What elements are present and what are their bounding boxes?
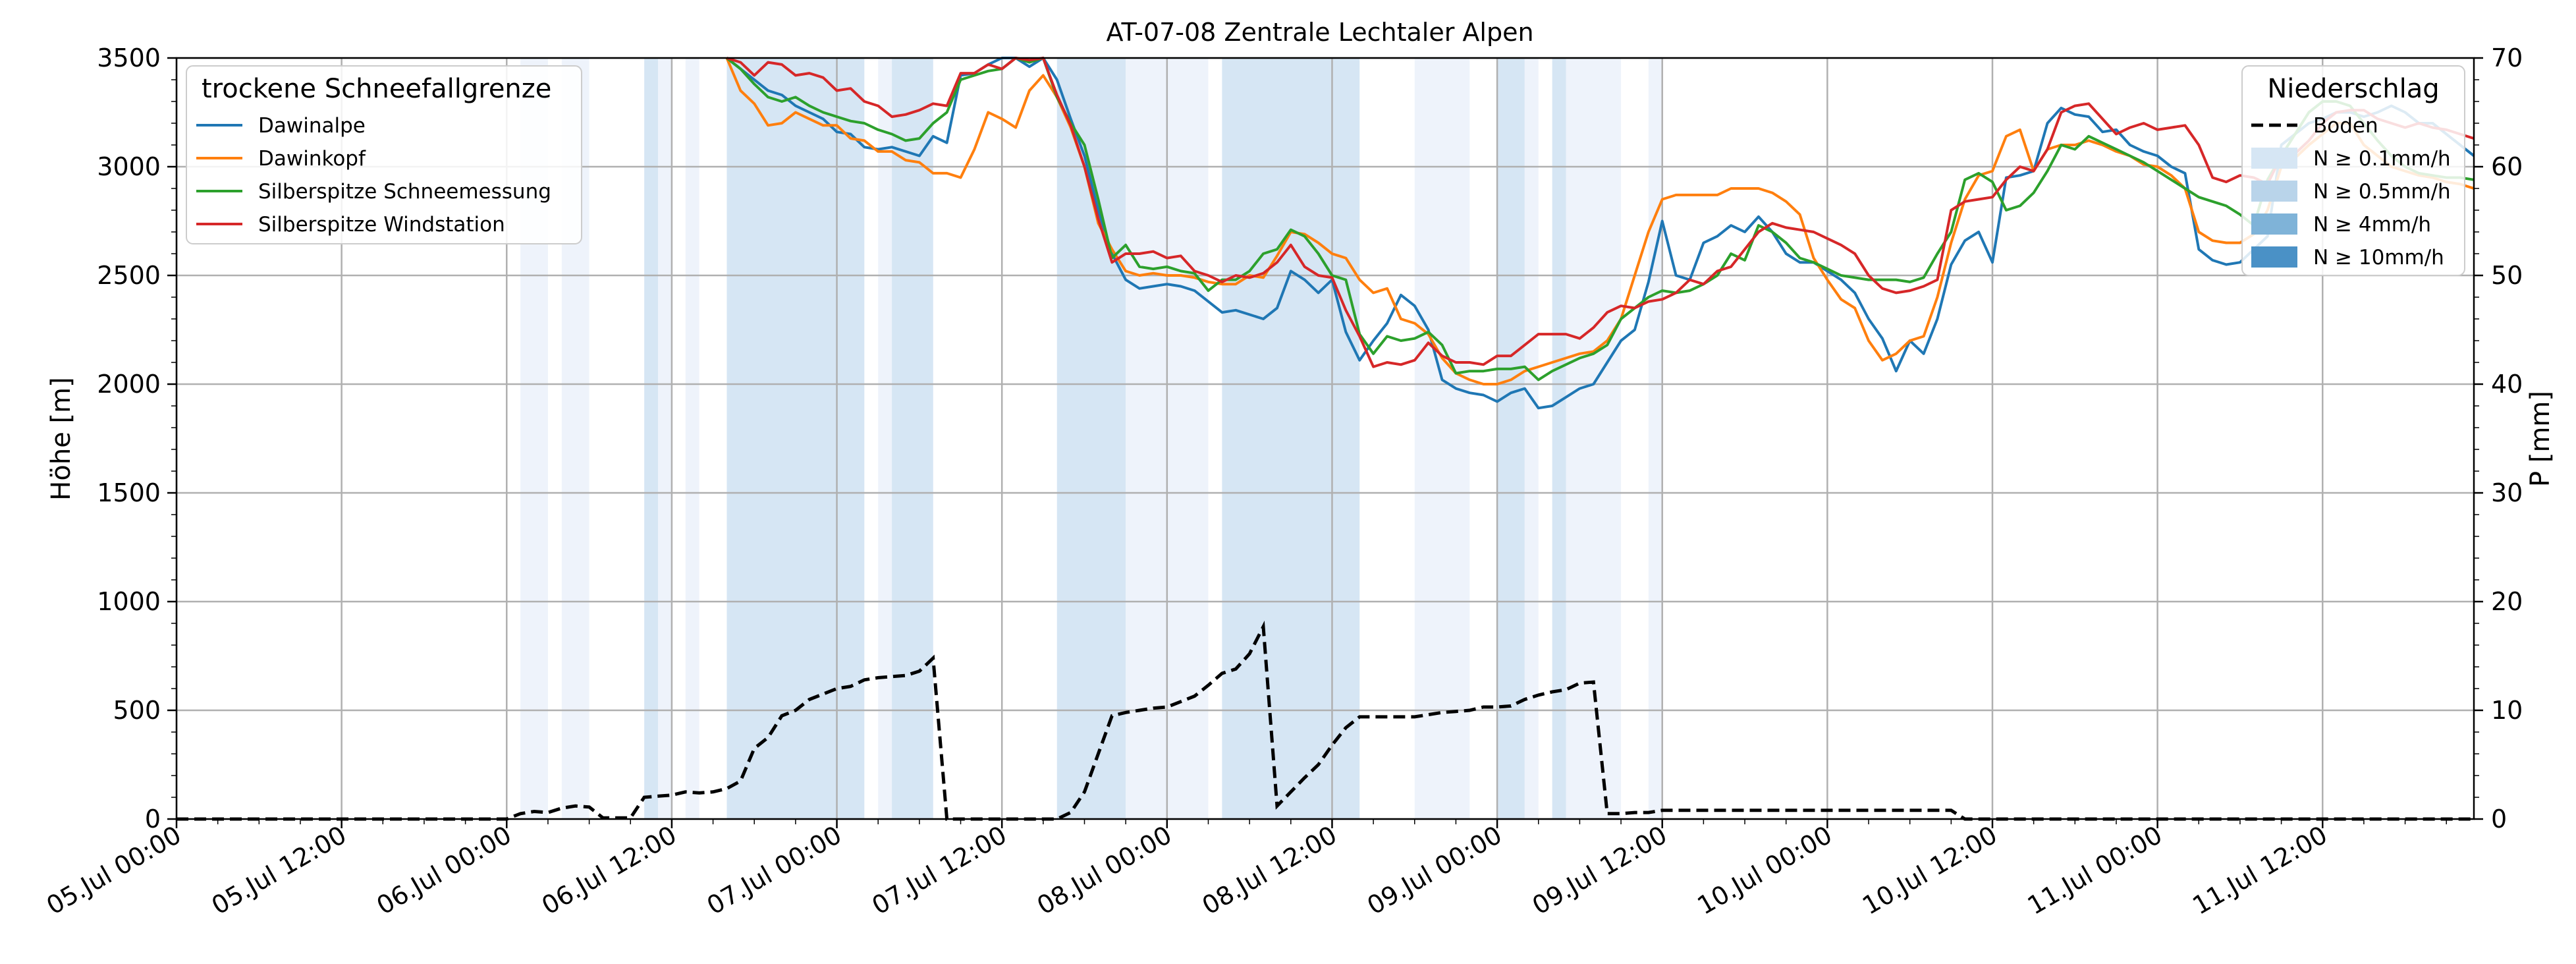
legend-swatch-precip-4 — [2251, 246, 2297, 268]
precip-band-11 — [1222, 58, 1360, 819]
y-axis-right-label: P [mm] — [2525, 391, 2556, 487]
legend-left-entry: Dawinalpe — [258, 114, 366, 138]
y-left-tick-label: 3000 — [97, 152, 161, 181]
y-right-tick-label: 30 — [2491, 478, 2523, 507]
plot-frame — [175, 57, 2475, 820]
legend-left-entry: Dawinkopf — [258, 147, 366, 171]
y-right-tick-label: 50 — [2491, 261, 2523, 290]
y-axis-left-label: Höhe [m] — [46, 377, 76, 500]
precip-band-5 — [726, 58, 837, 819]
y-left-tick-label: 2500 — [97, 261, 161, 290]
chart-title: AT-07-08 Zentrale Lechtaler Alpen — [1106, 18, 1533, 47]
legend-left-entry: Silberspitze Schneemessung — [258, 180, 551, 204]
legend-left-box — [186, 65, 582, 244]
precip-band-7 — [878, 58, 892, 819]
y-right-tick-label: 60 — [2491, 152, 2523, 181]
legend-right-entries: Boden N ≥ 0.1mm/h N ≥ 0.5mm/h N ≥ 4mm/h N ≥ … — [2251, 114, 2451, 269]
y-right-tick-label: 10 — [2491, 696, 2523, 725]
legend-right-box — [2241, 65, 2465, 276]
y-axis-right: 0 10 20 30 40 50 60 70 — [2474, 43, 2523, 834]
legend-right-entry: N ≥ 10mm/h — [2313, 246, 2444, 269]
legend-right-entry: N ≥ 4mm/h — [2313, 213, 2431, 237]
series-line-boden — [177, 620, 2474, 821]
legend-left-entries: Dawinalpe Dawinkopf Silberspitze Schneemes… — [196, 114, 551, 237]
y-left-tick-label: 2000 — [97, 370, 161, 399]
legend-right-entry: Boden — [2313, 114, 2378, 138]
y-left-tick-label: 500 — [113, 696, 161, 725]
y-left-tick-label: 1000 — [97, 587, 161, 616]
y-left-tick-label: 3500 — [97, 43, 161, 72]
precip-band-14 — [1524, 58, 1539, 819]
legend-swatch-precip-3 — [2251, 213, 2297, 235]
legend-left-title: trockene Schneefallgrenze — [202, 74, 551, 104]
legend-swatch-precip-1 — [2251, 148, 2297, 169]
legend-right: Niederschlag Boden N ≥ 0.1mm/h N ≥ 0.5mm/h… — [2241, 65, 2465, 276]
legend-swatch-precip-2 — [2251, 181, 2297, 202]
legend-right-entry: N ≥ 0.5mm/h — [2313, 180, 2451, 204]
precip-band-15 — [1552, 58, 1566, 819]
precip-band-13 — [1497, 58, 1525, 819]
y-left-tick-label: 1500 — [97, 478, 161, 507]
precip-band-4 — [685, 58, 699, 819]
precip-band-3 — [658, 58, 672, 819]
precip-band-12 — [1414, 58, 1470, 819]
legend-right-entry: N ≥ 0.1mm/h — [2313, 147, 2451, 171]
y-right-tick-label: 40 — [2491, 370, 2523, 399]
legend-left: trockene Schneefallgrenze DawinalpeDawin… — [186, 65, 582, 244]
y-left-tick-label: 0 — [145, 805, 161, 834]
legend-left-entry: Silberspitze Windstation — [258, 213, 505, 237]
y-right-tick-label: 0 — [2491, 805, 2507, 834]
y-right-tick-label: 70 — [2491, 43, 2523, 72]
y-right-tick-label: 20 — [2491, 587, 2523, 616]
legend-right-title: Niederschlag — [2267, 74, 2439, 104]
precip-band-6 — [836, 58, 865, 819]
precip-band-2 — [644, 58, 659, 819]
y-axis-left: 0 500 1000 1500 2000 2500 3000 3500 — [97, 43, 177, 834]
precip-band-8 — [892, 58, 933, 819]
precip-band-16 — [1566, 58, 1622, 819]
precip-band-17 — [1648, 58, 1662, 819]
